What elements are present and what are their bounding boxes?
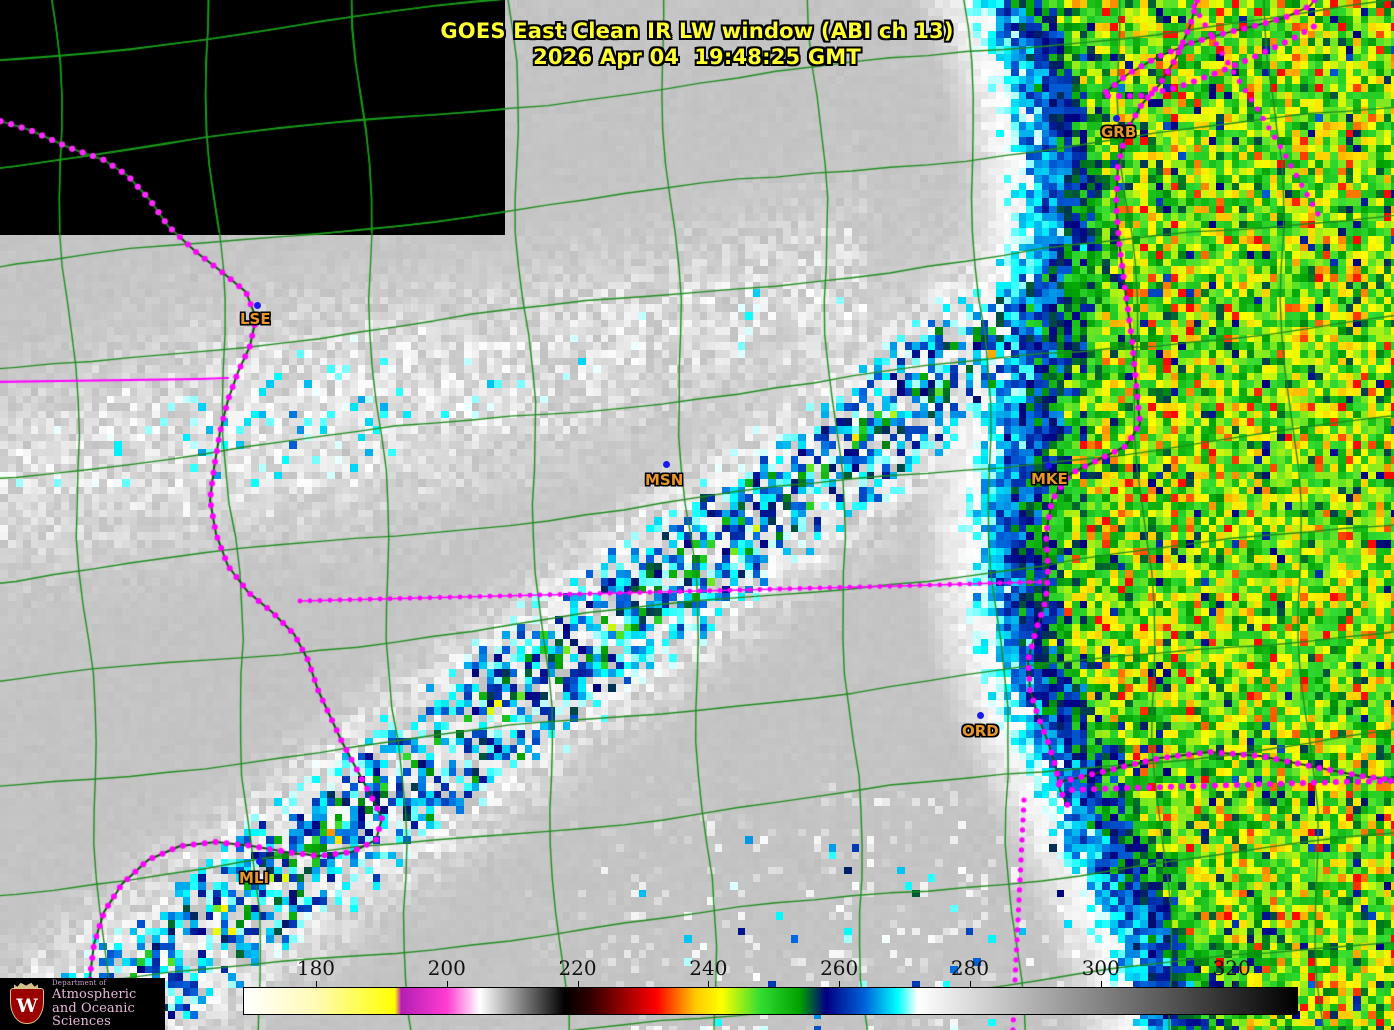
colorbar-tick: [708, 981, 710, 988]
station-dot-mli: [256, 858, 263, 865]
colorbar-gradient: [243, 987, 1298, 1015]
station-label-msn: MSN: [645, 471, 684, 489]
colorbar-tick: [969, 981, 971, 988]
colorbar-tick: [315, 981, 317, 988]
station-dot-lse: [254, 302, 261, 309]
station-label-grb: GRB: [1101, 123, 1137, 141]
station-label-lse: LSE: [240, 310, 271, 328]
logo-text: Department of Atmospheric and Oceanic Sc…: [52, 979, 165, 1029]
station-dot-msn: [663, 461, 670, 468]
station-label-mke: MKE: [1031, 470, 1068, 488]
colorbar-tick-label-280: 280: [950, 956, 990, 980]
logo-line-2: and Oceanic Sciences: [52, 1001, 135, 1029]
station-dot-mke: [1045, 462, 1052, 469]
colorbar-tick: [1100, 981, 1102, 988]
colorbar-tick-label-240: 240: [689, 956, 728, 980]
station-dot-ord: [977, 712, 984, 719]
crest-shield-icon: W: [10, 988, 44, 1024]
colorbar-tick-label-180: 180: [296, 956, 336, 980]
logo-line-1: Atmospheric: [52, 987, 137, 1002]
uw-aos-logo: W Department of Atmospheric and Oceanic …: [0, 978, 165, 1030]
colorbar-tick: [446, 981, 448, 988]
station-label-mli: MLI: [239, 869, 270, 887]
colorbar-tick-label-200: 200: [427, 956, 466, 980]
colorbar-tick-label-260: 260: [820, 956, 859, 980]
colorbar-tick: [839, 981, 841, 988]
colorbar[interactable]: [243, 987, 1298, 1015]
colorbar-tick: [577, 981, 579, 988]
station-dot-grb: [1113, 115, 1120, 122]
colorbar-tick-label-220: 220: [558, 956, 597, 980]
colorbar-tick: [1231, 981, 1233, 988]
uw-crest-icon: W: [6, 982, 46, 1026]
logo-department-label: Department of: [52, 979, 107, 987]
colorbar-tick-label-300: 300: [1081, 956, 1120, 980]
crest-letter: W: [16, 994, 38, 1017]
colorbar-tick-label-320: 320: [1212, 956, 1251, 980]
station-label-ord: ORD: [962, 722, 999, 740]
